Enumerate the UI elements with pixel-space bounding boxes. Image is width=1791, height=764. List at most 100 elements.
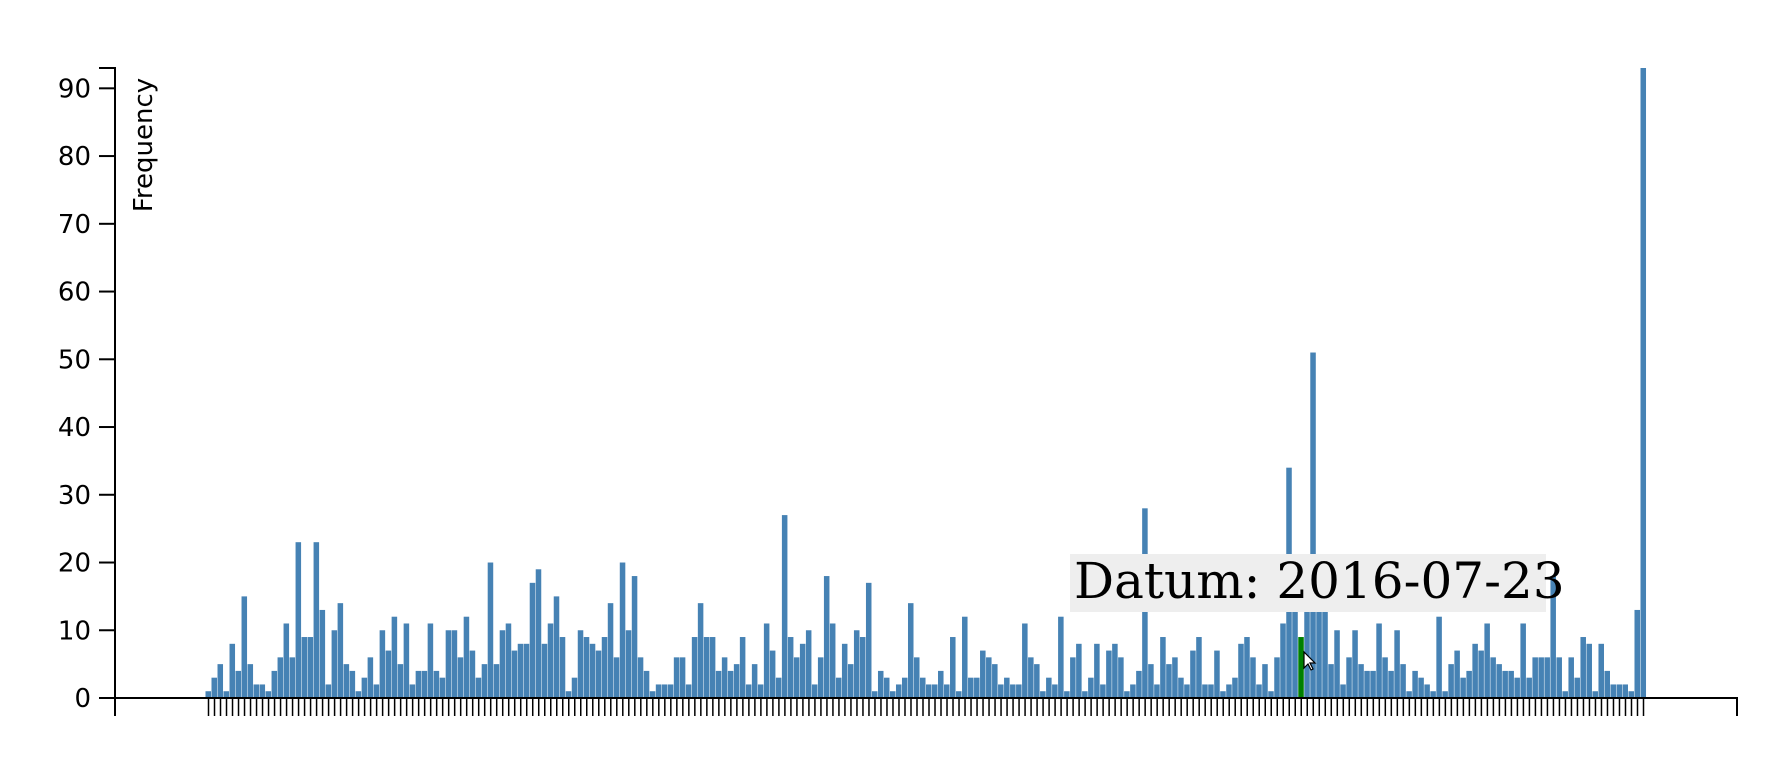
histogram-bar[interactable]	[1568, 657, 1574, 698]
histogram-bar[interactable]	[1046, 677, 1052, 698]
histogram-bar[interactable]	[367, 657, 374, 698]
histogram-bar[interactable]	[331, 630, 338, 698]
histogram-bar[interactable]	[313, 542, 320, 698]
histogram-bar[interactable]	[613, 657, 620, 698]
histogram-bar[interactable]	[235, 670, 242, 698]
histogram-bar[interactable]	[1412, 670, 1418, 698]
histogram-bar[interactable]	[1016, 684, 1022, 698]
histogram-bar[interactable]	[265, 691, 272, 698]
histogram-bar[interactable]	[553, 596, 560, 698]
histogram-bar[interactable]	[1166, 664, 1172, 698]
histogram-bar[interactable]	[895, 684, 902, 698]
histogram-bar[interactable]	[1148, 664, 1154, 698]
histogram-bar[interactable]	[319, 609, 326, 698]
histogram-bar[interactable]	[343, 664, 350, 698]
histogram-bar[interactable]	[259, 684, 266, 698]
histogram-bar[interactable]	[1196, 637, 1202, 698]
histogram-bar[interactable]	[361, 677, 368, 698]
histogram-bar[interactable]	[433, 670, 440, 698]
histogram-bar[interactable]	[1226, 684, 1232, 698]
histogram-bar[interactable]	[1334, 630, 1340, 698]
histogram-bar[interactable]	[1622, 684, 1628, 698]
histogram-bar[interactable]	[1028, 657, 1034, 698]
histogram-bar[interactable]	[217, 664, 224, 698]
histogram-bar[interactable]	[1370, 670, 1376, 698]
histogram-bar[interactable]	[1082, 691, 1088, 698]
histogram-bar[interactable]	[673, 657, 680, 698]
histogram-bar[interactable]	[847, 664, 854, 698]
histogram-bar[interactable]	[721, 657, 728, 698]
histogram-bar[interactable]	[1256, 684, 1262, 698]
histogram-bar[interactable]	[757, 684, 764, 698]
histogram-bar[interactable]	[679, 657, 686, 698]
histogram-bar[interactable]	[337, 603, 344, 698]
histogram-bar[interactable]	[1160, 637, 1166, 698]
histogram-bar[interactable]	[1208, 684, 1214, 698]
histogram-bar[interactable]	[397, 664, 404, 698]
histogram-bar[interactable]	[241, 596, 248, 698]
histogram-bar[interactable]	[865, 582, 872, 698]
histogram-bar[interactable]	[1076, 643, 1082, 698]
histogram-bar[interactable]	[493, 664, 500, 698]
histogram-bar[interactable]	[1616, 684, 1622, 698]
histogram-bar[interactable]	[307, 637, 314, 698]
histogram-bar[interactable]	[1508, 670, 1514, 698]
histogram-bar[interactable]	[829, 623, 836, 698]
histogram-bar[interactable]	[1388, 670, 1394, 698]
histogram-bar[interactable]	[1586, 643, 1592, 698]
histogram-bar[interactable]	[859, 637, 866, 698]
histogram-bar[interactable]	[1598, 643, 1604, 698]
histogram-bar[interactable]	[223, 691, 230, 698]
histogram-bar[interactable]	[559, 637, 566, 698]
histogram-bar[interactable]	[932, 684, 938, 698]
histogram-bar[interactable]	[998, 684, 1004, 698]
histogram-bar-highlighted[interactable]	[1298, 637, 1304, 698]
histogram-bar[interactable]	[1514, 677, 1520, 698]
histogram-bar[interactable]	[253, 684, 260, 698]
histogram-bar[interactable]	[1316, 609, 1322, 698]
histogram-bar[interactable]	[631, 576, 638, 698]
histogram-bar[interactable]	[355, 691, 362, 698]
histogram-bar[interactable]	[421, 670, 428, 698]
histogram-bar[interactable]	[769, 650, 776, 698]
histogram-bar[interactable]	[1088, 677, 1094, 698]
histogram-bar[interactable]	[733, 664, 740, 698]
histogram-bar[interactable]	[625, 630, 632, 698]
histogram-bar[interactable]	[1574, 677, 1580, 698]
histogram-bar[interactable]	[301, 637, 308, 698]
histogram-bar[interactable]	[1496, 664, 1502, 698]
histogram-bar[interactable]	[1346, 657, 1352, 698]
histogram-bar[interactable]	[805, 630, 812, 698]
histogram-bar[interactable]	[409, 684, 416, 698]
histogram-bar[interactable]	[595, 650, 602, 698]
histogram-bar[interactable]	[799, 643, 806, 698]
histogram-bar[interactable]	[1244, 637, 1250, 698]
histogram-bar[interactable]	[1550, 576, 1556, 698]
histogram-bar[interactable]	[583, 637, 590, 698]
histogram-bar[interactable]	[1094, 643, 1100, 698]
histogram-bar[interactable]	[271, 670, 278, 698]
histogram-bar[interactable]	[823, 576, 830, 698]
histogram-bar[interactable]	[1634, 609, 1641, 698]
histogram-bar[interactable]	[475, 677, 482, 698]
histogram-bar[interactable]	[1034, 664, 1040, 698]
histogram-bar[interactable]	[763, 623, 770, 698]
histogram-bar[interactable]	[211, 677, 218, 698]
histogram-bar[interactable]	[781, 515, 788, 698]
histogram-bar[interactable]	[277, 657, 284, 698]
histogram-bar[interactable]	[1262, 664, 1268, 698]
histogram-bar[interactable]	[877, 670, 884, 698]
histogram-bar[interactable]	[445, 630, 452, 698]
histogram-bar[interactable]	[1364, 670, 1370, 698]
histogram-bar[interactable]	[1406, 691, 1412, 698]
histogram-bar[interactable]	[1184, 684, 1190, 698]
histogram-bar[interactable]	[1274, 657, 1280, 698]
histogram-bar[interactable]	[1484, 623, 1490, 698]
histogram-bar[interactable]	[1172, 657, 1178, 698]
histogram-bar[interactable]	[1382, 657, 1388, 698]
histogram-bar[interactable]	[871, 691, 878, 698]
histogram-bar[interactable]	[1448, 664, 1454, 698]
histogram-bar[interactable]	[1460, 677, 1466, 698]
histogram-bar[interactable]	[1214, 650, 1220, 698]
histogram-bar[interactable]	[1040, 691, 1046, 698]
